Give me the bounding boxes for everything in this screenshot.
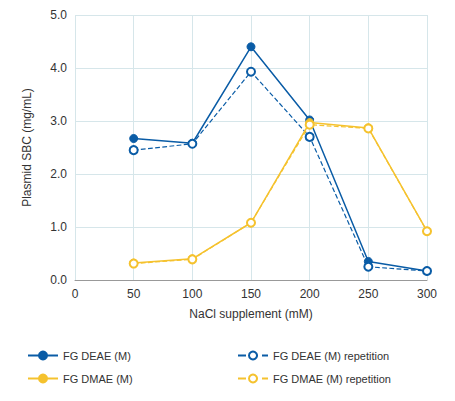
svg-text:FG DMAE (M) repetition: FG DMAE (M) repetition (273, 373, 391, 385)
svg-text:Plasmid SBC (mg/mL): Plasmid SBC (mg/mL) (20, 88, 34, 207)
svg-text:FG DMAE (M): FG DMAE (M) (63, 373, 133, 385)
svg-text:50: 50 (127, 287, 141, 301)
svg-text:3.0: 3.0 (50, 114, 67, 128)
svg-text:300: 300 (417, 287, 437, 301)
svg-text:FG DEAE (M): FG DEAE (M) (63, 350, 131, 362)
svg-text:5.0: 5.0 (50, 8, 67, 22)
svg-text:FG DEAE (M) repetition: FG DEAE (M) repetition (273, 350, 389, 362)
svg-text:NaCl supplement (mM): NaCl supplement (mM) (189, 307, 312, 321)
svg-text:250: 250 (358, 287, 378, 301)
svg-text:100: 100 (182, 287, 202, 301)
svg-text:0: 0 (72, 287, 79, 301)
svg-text:150: 150 (241, 287, 261, 301)
svg-text:0.0: 0.0 (50, 273, 67, 287)
svg-text:1.0: 1.0 (50, 220, 67, 234)
svg-text:4.0: 4.0 (50, 61, 67, 75)
svg-text:2.0: 2.0 (50, 167, 67, 181)
svg-text:200: 200 (300, 287, 320, 301)
